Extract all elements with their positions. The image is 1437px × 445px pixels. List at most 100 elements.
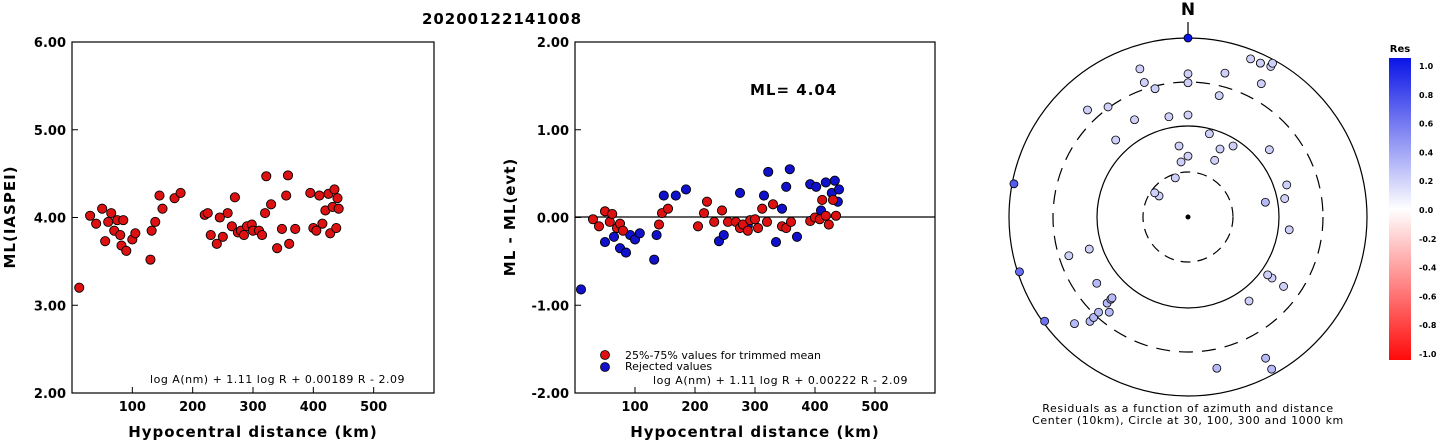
x-tick-label: 100 (621, 400, 648, 415)
station-point (1214, 91, 1224, 101)
x-tick-label: 200 (179, 400, 206, 415)
ring-100km (1096, 125, 1280, 309)
data-point (226, 221, 237, 232)
used-point (823, 219, 834, 230)
station-point (1015, 267, 1024, 277)
data-point (290, 223, 301, 234)
rejected-point (781, 181, 792, 192)
station-point (1135, 64, 1145, 74)
data-point (121, 245, 132, 256)
data-point (157, 203, 168, 214)
y-tick-label: 1.00 (537, 124, 569, 139)
station-point (1256, 79, 1266, 89)
colorbar-title: Res (1390, 44, 1410, 55)
used-point (767, 199, 779, 210)
station-point (1094, 307, 1103, 317)
used-point (742, 225, 753, 236)
station-point (1009, 179, 1019, 189)
data-point (332, 193, 343, 204)
data-point (284, 238, 295, 249)
station-point (1204, 129, 1214, 139)
used-point (830, 210, 842, 221)
data-point (272, 243, 283, 254)
data-point (205, 229, 216, 241)
y-axis-label: ML(IASPEI) (1, 165, 19, 268)
data-point (276, 223, 288, 234)
data-point (115, 229, 126, 241)
station-point (1164, 112, 1174, 122)
station-point (1183, 78, 1193, 88)
data-point (305, 187, 316, 198)
station-point (1084, 244, 1094, 254)
station-point (1267, 364, 1277, 374)
rejected-point (829, 175, 840, 186)
rejected-point (680, 184, 692, 195)
station-point (1103, 102, 1113, 112)
data-point (261, 171, 272, 182)
y-axis-label: ML - ML(evt) (501, 158, 519, 276)
data-point (266, 199, 277, 210)
y-ticks: 2.00 3.00 4.00 5.00 6.00 (34, 36, 78, 402)
used-point (692, 221, 704, 232)
rejected-point (649, 254, 660, 265)
x-tick-label: 400 (801, 400, 828, 415)
station-point (1040, 316, 1050, 326)
legend-used-marker (600, 350, 610, 360)
used-point (757, 203, 768, 214)
station-point (1174, 141, 1184, 151)
used-point (607, 208, 618, 220)
y-ticks: -2.00 -1.00 0.00 1.00 2.00 (532, 36, 581, 402)
used-point (716, 205, 728, 216)
rejected-point (770, 237, 782, 248)
station-point (1260, 197, 1270, 207)
data-point (282, 170, 294, 181)
station-point (1284, 225, 1294, 235)
used-point (709, 216, 720, 227)
chart-residual-vs-distance: 100 200 300 400 500 -2.00 -1.00 0.00 1.00 2.00 M… (501, 36, 936, 441)
data-point (311, 225, 322, 236)
data-point (217, 231, 228, 242)
y-tick-label: 0.00 (537, 212, 569, 227)
x-tick-label: 400 (300, 400, 327, 415)
data-point (260, 208, 271, 219)
station-point (1176, 157, 1186, 167)
rejected-point (599, 237, 611, 248)
y-tick-label: -1.00 (532, 299, 569, 314)
colorbar-tick-label: 0.4 (1419, 148, 1434, 157)
data-point (85, 210, 96, 221)
station-point (1183, 33, 1193, 43)
data-point (146, 225, 157, 236)
station-point (1256, 58, 1265, 68)
used-point (662, 203, 674, 214)
data-point (329, 184, 340, 195)
station-point (1183, 110, 1193, 120)
data-point (211, 238, 222, 249)
rejected-point (776, 203, 788, 214)
used-point (701, 196, 713, 207)
rejected-point (608, 231, 620, 242)
data-point (256, 229, 268, 241)
data-point (331, 222, 342, 234)
used-point (617, 225, 629, 236)
data-point (106, 208, 117, 219)
x-axis-label: Hypocentral distance (km) (630, 423, 880, 441)
rejected-point (634, 228, 645, 239)
colorbar-tick-label: -0.8 (1419, 321, 1437, 330)
x-tick-label: 500 (861, 400, 888, 415)
rejected-point (784, 164, 795, 175)
station-point (1139, 78, 1149, 87)
station-point (1246, 54, 1255, 64)
ring-300km (1052, 81, 1324, 353)
ml-value-label: ML= 4.04 (750, 81, 837, 99)
data-point (222, 208, 233, 219)
used-point (749, 214, 761, 225)
x-tick-label: 100 (119, 400, 146, 415)
rejected-point (811, 181, 822, 192)
y-tick-label: 2.00 (537, 36, 569, 51)
chart-ml-vs-distance: 100 200 300 400 500 2.00 3.00 4.00 5.00 6.00 log… (1, 36, 435, 441)
station-point (1064, 251, 1074, 261)
station-point (1282, 180, 1292, 190)
data-point (238, 229, 249, 241)
